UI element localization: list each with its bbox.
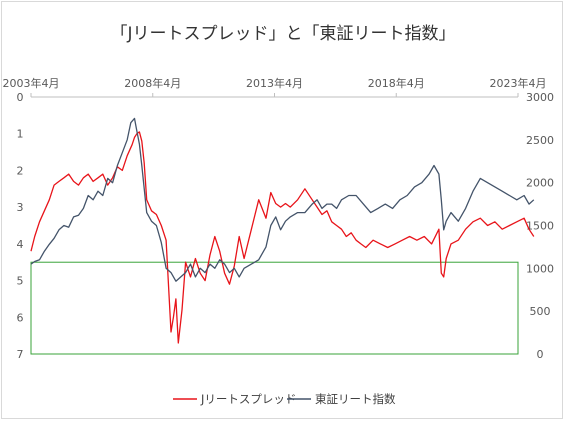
y-left-tick-label: 7 — [17, 348, 24, 361]
y-right-tick-label: 0 — [537, 348, 544, 361]
x-tick-label: 2003年4月 — [3, 76, 60, 90]
series-line-jreit-spread — [30, 131, 535, 344]
x-tick-label: 2013年4月 — [246, 76, 303, 90]
y-right-tick-label: 2000 — [526, 177, 554, 190]
y-left-tick-label: 6 — [17, 311, 24, 324]
y-right-tick-label: 1000 — [526, 262, 554, 275]
legend-label: Jリートスプレッド — [200, 392, 296, 406]
highlight-box — [30, 261, 519, 355]
x-tick-label: 2023年4月 — [490, 76, 547, 90]
y-left-tick-label: 3 — [17, 201, 24, 214]
y-left-tick-label: 5 — [17, 275, 24, 288]
chart-title: 「Jリートスプレッド」と「東証リート指数」 — [110, 24, 455, 44]
y-left-tick-label: 0 — [17, 91, 24, 104]
y-left-tick-label: 2 — [17, 164, 24, 177]
y-right-tick-label: 500 — [530, 305, 551, 318]
y-right-tick-label: 2500 — [526, 134, 554, 147]
x-tick-label: 2018年4月 — [368, 76, 425, 90]
x-tick-label: 2008年4月 — [124, 76, 181, 90]
y-left-tick-label: 4 — [17, 238, 24, 251]
y-right-tick-label: 3000 — [526, 91, 554, 104]
legend-label: 東証リート指数 — [315, 392, 396, 406]
y-right-tick-label: 1500 — [526, 220, 554, 233]
series-line-tse-reit-index — [30, 117, 535, 282]
y-left-tick-label: 1 — [17, 128, 24, 141]
